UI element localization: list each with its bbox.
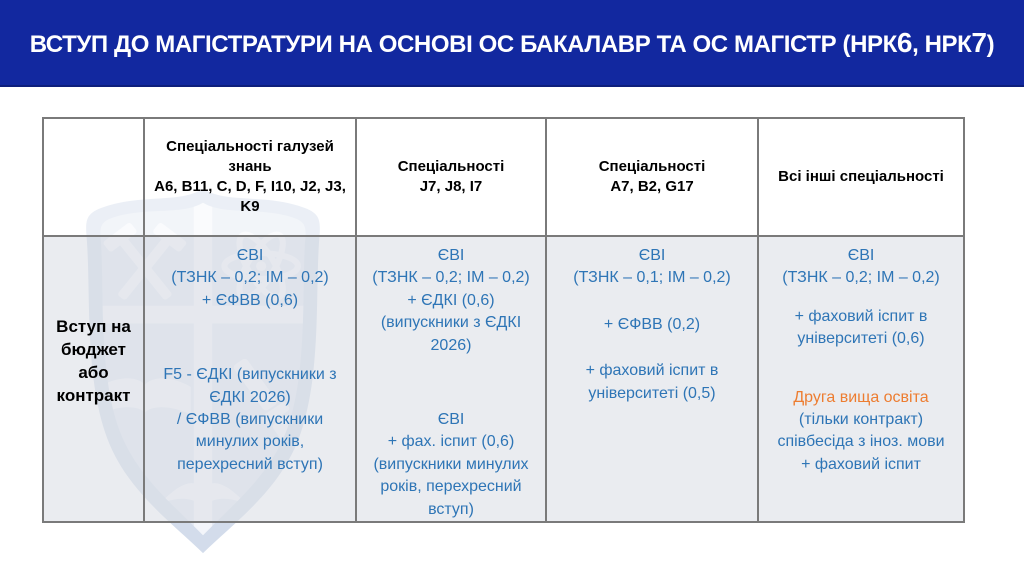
cell-fields-group-1: ЄВІ (ТЗНК – 0,2; ІМ – 0,2) + ЄФВВ (0,6) … <box>143 235 357 523</box>
col-header-fields-group-2: Спеціальності J7, J8, I7 <box>355 117 547 237</box>
title-segment: , НРК <box>912 30 972 58</box>
exam-rule-text: (тільки контракт) співбесіда з іноз. мов… <box>777 410 945 473</box>
admission-table: Спеціальності галузей знань A6, B11, C, … <box>42 117 965 523</box>
table-row: Вступ на бюджет або контракт ЄВІ (ТЗНК –… <box>42 235 965 523</box>
col-header-fields-group-1: Спеціальності галузей знань A6, B11, C, … <box>143 117 357 237</box>
title-segment: 7 <box>971 26 987 58</box>
row-label-budget-contract: Вступ на бюджет або контракт <box>42 235 145 523</box>
cell-fields-group-3: ЄВІ (ТЗНК – 0,1; ІМ – 0,2) + ЄФВВ (0,2) … <box>545 235 759 523</box>
exam-rule-text: ЄВІ (ТЗНК – 0,1; ІМ – 0,2) <box>573 247 731 287</box>
exam-rule-text: F5 - ЄДКІ (випускники з ЄДКІ 2026) / ЄФВ… <box>163 366 337 473</box>
exam-rule-text: + фаховий іспит в університеті (0,6) <box>794 307 928 348</box>
exam-rule-text: ЄВІ (ТЗНК – 0,2; ІМ – 0,2) <box>782 247 940 287</box>
exam-rule-text: ЄВІ + фах. іспит (0,6) (випускники минул… <box>373 410 529 518</box>
exam-rule-text: + фаховий іспит в університеті (0,5) <box>585 362 719 402</box>
col-header-all-other: Всі інші спеціальності <box>757 117 965 237</box>
exam-rule-text: ЄВІ (ТЗНК – 0,2; ІМ – 0,2) + ЄДКІ (0,6) … <box>372 247 530 354</box>
col-header-fields-group-3: Спеціальності A7, B2, G17 <box>545 117 759 237</box>
cell-fields-group-2: ЄВІ (ТЗНК – 0,2; ІМ – 0,2) + ЄДКІ (0,6) … <box>355 235 547 523</box>
header-row: Спеціальності галузей знань A6, B11, C, … <box>42 117 965 237</box>
second-degree-heading: Друга вища освіта <box>793 388 929 406</box>
title-segment: ) <box>986 30 995 58</box>
cell-all-other: ЄВІ (ТЗНК – 0,2; ІМ – 0,2) + фаховий ісп… <box>757 235 965 523</box>
exam-rule-text: ЄВІ (ТЗНК – 0,2; ІМ – 0,2) + ЄФВВ (0,6) <box>171 247 329 309</box>
corner-cell <box>42 117 145 237</box>
exam-rule-text: + ЄФВВ (0,2) <box>603 315 701 333</box>
title-banner: ВСТУП ДО МАГІСТРАТУРИ НА ОСНОВІ ОС БАКАЛ… <box>0 0 1024 87</box>
title-segment: ВСТУП ДО МАГІСТРАТУРИ НА ОСНОВІ ОС БАКАЛ… <box>29 30 897 58</box>
slide-title: ВСТУП ДО МАГІСТРАТУРИ НА ОСНОВІ ОС БАКАЛ… <box>29 26 995 59</box>
title-segment: 6 <box>896 26 913 58</box>
